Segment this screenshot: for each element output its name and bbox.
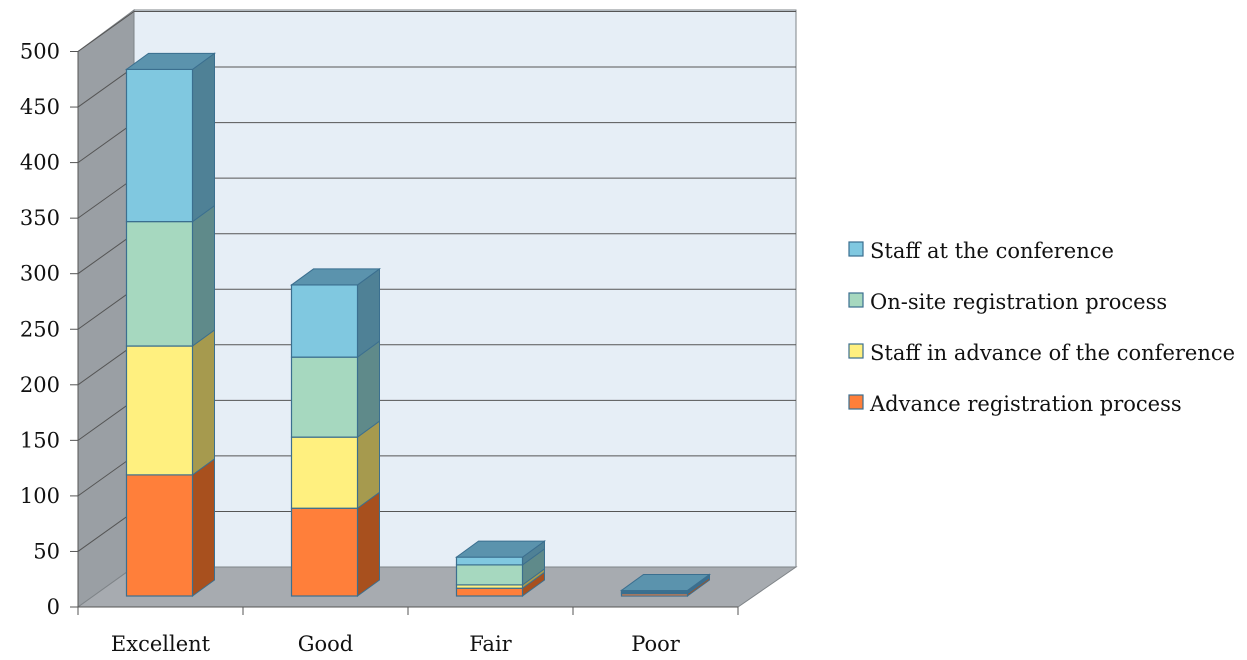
y-tick-label: 250 — [20, 317, 60, 341]
gridline-diagonal — [77, 344, 135, 386]
legend-label: On-site registration process — [870, 290, 1167, 314]
bar-segment-side — [192, 457, 215, 597]
legend-swatch — [848, 241, 864, 257]
legend-item: Advance registration process — [848, 392, 1182, 416]
legend-swatch — [848, 292, 864, 308]
bar-top — [124, 52, 217, 70]
bar-segment — [125, 345, 194, 476]
bar-segment — [455, 564, 524, 586]
legend-item: On-site registration process — [848, 290, 1167, 314]
y-tick-label: 350 — [20, 206, 60, 230]
bar-segment — [290, 284, 359, 358]
gridline-diagonal — [77, 11, 135, 52]
bar-stack-excellent — [124, 52, 217, 597]
y-tick-label: 300 — [20, 262, 60, 286]
legend: Staff at the conference On-site registrat… — [848, 239, 1235, 416]
bar-segment — [290, 356, 359, 438]
gridline-diagonal — [77, 288, 135, 330]
legend-swatch — [848, 343, 864, 359]
y-tick-label: 50 — [33, 539, 60, 563]
back-wall — [133, 9, 797, 568]
bar-segment — [455, 556, 524, 566]
bar-stack-fair — [454, 540, 547, 597]
bar-top — [289, 268, 382, 286]
legend-item: Staff in advance of the conference — [848, 341, 1235, 365]
bar-segment-side — [357, 340, 380, 439]
bar-stack-good — [289, 267, 382, 597]
gridlines — [77, 11, 796, 552]
x-axis: Excellent Good Fair Poor — [77, 606, 739, 656]
legend-label: Staff at the conference — [870, 239, 1114, 263]
gridline-diagonal — [77, 177, 135, 219]
bar-segment — [125, 220, 194, 347]
bar-segment-side — [192, 52, 215, 223]
y-axis: 0 50 100 150 200 250 300 350 400 450 500 — [20, 40, 79, 619]
x-tick-label: Fair — [469, 632, 512, 656]
bar-segment-side — [192, 204, 215, 348]
bar-top — [454, 540, 547, 558]
gridline-diagonal — [77, 399, 135, 441]
gridline-diagonal — [77, 122, 135, 164]
x-tick-label: Good — [298, 632, 354, 656]
y-tick-label: 150 — [20, 428, 60, 452]
bars — [124, 52, 712, 597]
gridline-diagonal — [77, 233, 135, 275]
gridline-diagonal — [77, 66, 135, 108]
bar-segment — [290, 436, 359, 509]
x-tick-label: Poor — [631, 632, 681, 656]
bar-segment-side — [357, 491, 380, 597]
y-tick-label: 100 — [20, 484, 60, 508]
legend-swatch — [848, 394, 864, 410]
bar-top — [619, 573, 712, 591]
bar-segment — [125, 68, 194, 223]
y-tick-label: 200 — [20, 373, 60, 397]
bar-segment — [125, 474, 194, 597]
y-tick-label: 500 — [20, 40, 60, 64]
y-tick-label: 400 — [20, 151, 60, 175]
y-tick-label: 0 — [47, 595, 60, 619]
y-tick-label: 450 — [20, 95, 60, 119]
x-tick-label: Excellent — [111, 632, 211, 656]
legend-item: Staff at the conference — [848, 239, 1114, 263]
legend-label: Staff in advance of the conference — [870, 341, 1235, 365]
legend-label: Advance registration process — [869, 392, 1182, 416]
gridline-diagonal — [77, 455, 135, 497]
bar-segment-side — [192, 329, 215, 476]
bar-stack-poor — [619, 573, 712, 597]
bar-segment — [455, 587, 524, 597]
gridline-diagonal — [77, 511, 135, 552]
bar-segment — [290, 507, 359, 597]
